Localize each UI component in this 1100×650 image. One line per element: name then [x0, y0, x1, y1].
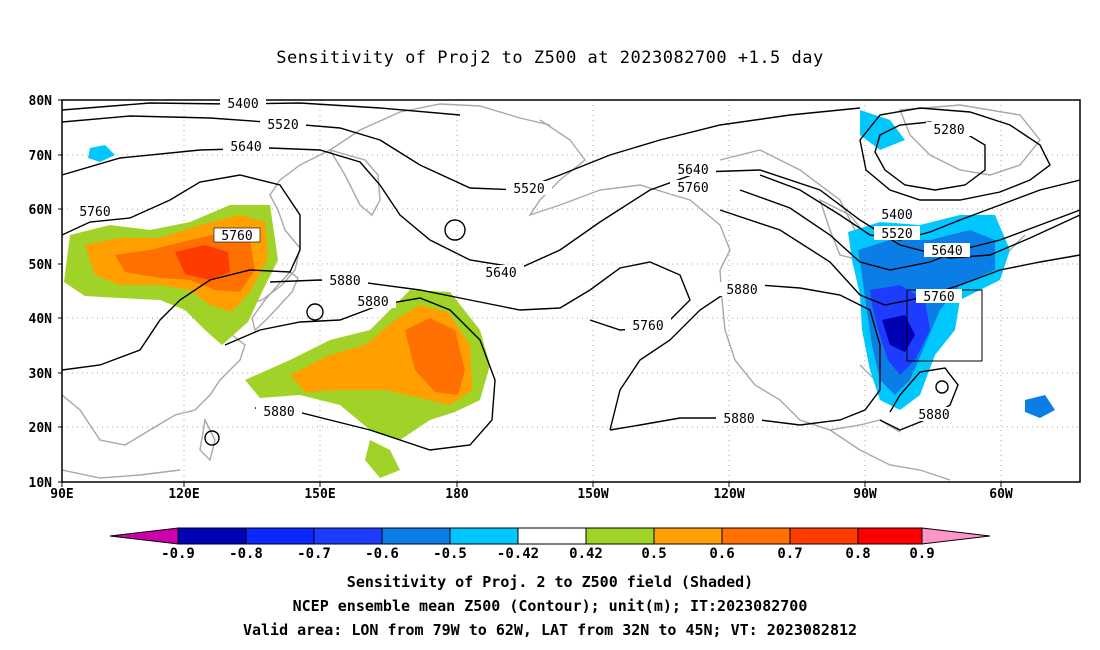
lon-label: 120E	[168, 487, 199, 502]
contour-label: 5280	[933, 123, 964, 138]
contour-5760-asia	[62, 174, 301, 371]
contour-label: 5640	[677, 163, 708, 178]
contour-small-low-1	[444, 219, 466, 241]
contour-labels: 5400 5520 5640 5760 5280 5520 5640 5760 …	[72, 96, 972, 427]
lon-label: 60W	[989, 487, 1013, 502]
positive-small-pacific	[365, 440, 400, 478]
lon-label: 90E	[50, 487, 73, 502]
negative-patch-east	[1025, 395, 1055, 418]
colorbar-segment	[789, 527, 859, 545]
caption-line-1: Sensitivity of Proj. 2 to Z500 field (Sh…	[346, 573, 754, 591]
colorbar-tick-label: -0.8	[229, 546, 263, 562]
map-border	[61, 99, 1081, 483]
lat-label: 20N	[29, 421, 53, 436]
lon-label: 150W	[577, 487, 608, 502]
lat-label: 60N	[29, 203, 53, 218]
contour-label: 5880	[918, 408, 949, 423]
lat-label: 10N	[29, 476, 53, 491]
colorbar-tick-label: 0.5	[641, 546, 666, 562]
contour-label: 5520	[267, 118, 298, 133]
colorbar-tick-label: -0.6	[365, 546, 399, 562]
colorbar-tick-label: -0.7	[297, 546, 331, 562]
colorbar-segment	[721, 527, 791, 545]
map-title: Sensitivity of Proj2 to Z500 at 20230827…	[276, 48, 824, 68]
contour-label: 5400	[227, 97, 258, 112]
kamchatka-coast	[328, 148, 381, 217]
negative-patch-greenland	[860, 110, 905, 150]
colorbar-segment	[109, 527, 179, 545]
colorbar-tick-label: -0.5	[433, 546, 467, 562]
axis-ticks	[58, 99, 1002, 487]
caption-line-2: NCEP ensemble mean Z500 (Contour); unit(…	[292, 597, 808, 615]
contour-label: 5640	[931, 244, 962, 259]
japan-coast	[251, 271, 299, 332]
colorbar-tick-label: 0.7	[777, 546, 802, 562]
colorbar-tick-label: 0.9	[909, 546, 934, 562]
lon-label: 120W	[713, 487, 744, 502]
contour-label: 5640	[230, 140, 261, 155]
contour-5760-trough	[719, 209, 1080, 306]
colorbar-segment	[449, 527, 519, 545]
contour-5640-trough	[739, 189, 1080, 271]
contour-label: 5760	[923, 290, 954, 305]
lon-label: 150E	[304, 487, 335, 502]
colorbar-tick-label: -0.9	[161, 546, 195, 562]
contour-label: 5880	[723, 412, 754, 427]
contour-small-low-2	[306, 303, 324, 321]
colorbar-tick-label: -0.42	[497, 546, 539, 562]
colorbar-segment	[921, 527, 991, 545]
contour-label: 5760	[632, 319, 663, 334]
greenland-coast	[898, 104, 1041, 176]
colorbar-tick-label: 0.8	[845, 546, 870, 562]
lat-label: 70N	[29, 149, 53, 164]
contour-label: 5760	[677, 181, 708, 196]
central-america-coast	[829, 429, 951, 481]
contour-5880-atlantic	[879, 367, 959, 431]
contour-label: 5760	[79, 205, 110, 220]
contour-label: 5520	[513, 182, 544, 197]
contour-small-low-3	[204, 430, 220, 446]
contour-5640-north	[62, 147, 1080, 269]
lat-label: 80N	[29, 94, 53, 109]
contour-label: 5880	[357, 295, 388, 310]
indonesia-coast	[62, 469, 181, 479]
lat-label: 50N	[29, 258, 53, 273]
contour-5400-low	[859, 107, 1051, 201]
lon-label: 180	[445, 487, 469, 502]
contour-small-high-atlantic	[935, 380, 949, 394]
colorbar	[109, 527, 991, 545]
contour-label: 5400	[881, 208, 912, 223]
contour-5520-north	[62, 107, 861, 191]
colorbar-segment	[313, 527, 383, 545]
contour-label: 5880	[726, 283, 757, 298]
colorbar-segment	[857, 527, 923, 545]
colorbar-segment	[517, 527, 587, 545]
colorbar-segment	[585, 527, 655, 545]
contour-label: 5880	[263, 405, 294, 420]
colorbar-segment	[381, 527, 451, 545]
colorbar-segment	[177, 527, 247, 545]
colorbar-tick-label: 0.42	[569, 546, 603, 562]
lat-label: 40N	[29, 312, 53, 327]
positive-peak-pacific	[405, 318, 465, 395]
sensitivity-shading	[64, 110, 1055, 478]
na-west-coast	[719, 269, 901, 433]
colorbar-tick-label: 0.6	[709, 546, 734, 562]
contour-label: 5880	[329, 274, 360, 289]
alaska-coast	[528, 119, 731, 271]
lon-label: 90W	[853, 487, 877, 502]
contour-label: 5640	[485, 266, 516, 281]
colorbar-segment	[245, 527, 315, 545]
contour-5880-pacific	[224, 297, 496, 451]
contour-label: 5760	[221, 229, 252, 244]
colorbar-segment	[653, 527, 723, 545]
contour-5280-low	[874, 121, 986, 191]
positive-max-east-asia	[175, 245, 230, 280]
negative-patch-siberia	[88, 145, 115, 162]
contour-label: 5520	[881, 227, 912, 242]
lat-label: 30N	[29, 367, 53, 382]
philippines-coast	[199, 417, 216, 462]
caption-line-3: Valid area: LON from 79W to 62W, LAT fro…	[242, 621, 858, 639]
